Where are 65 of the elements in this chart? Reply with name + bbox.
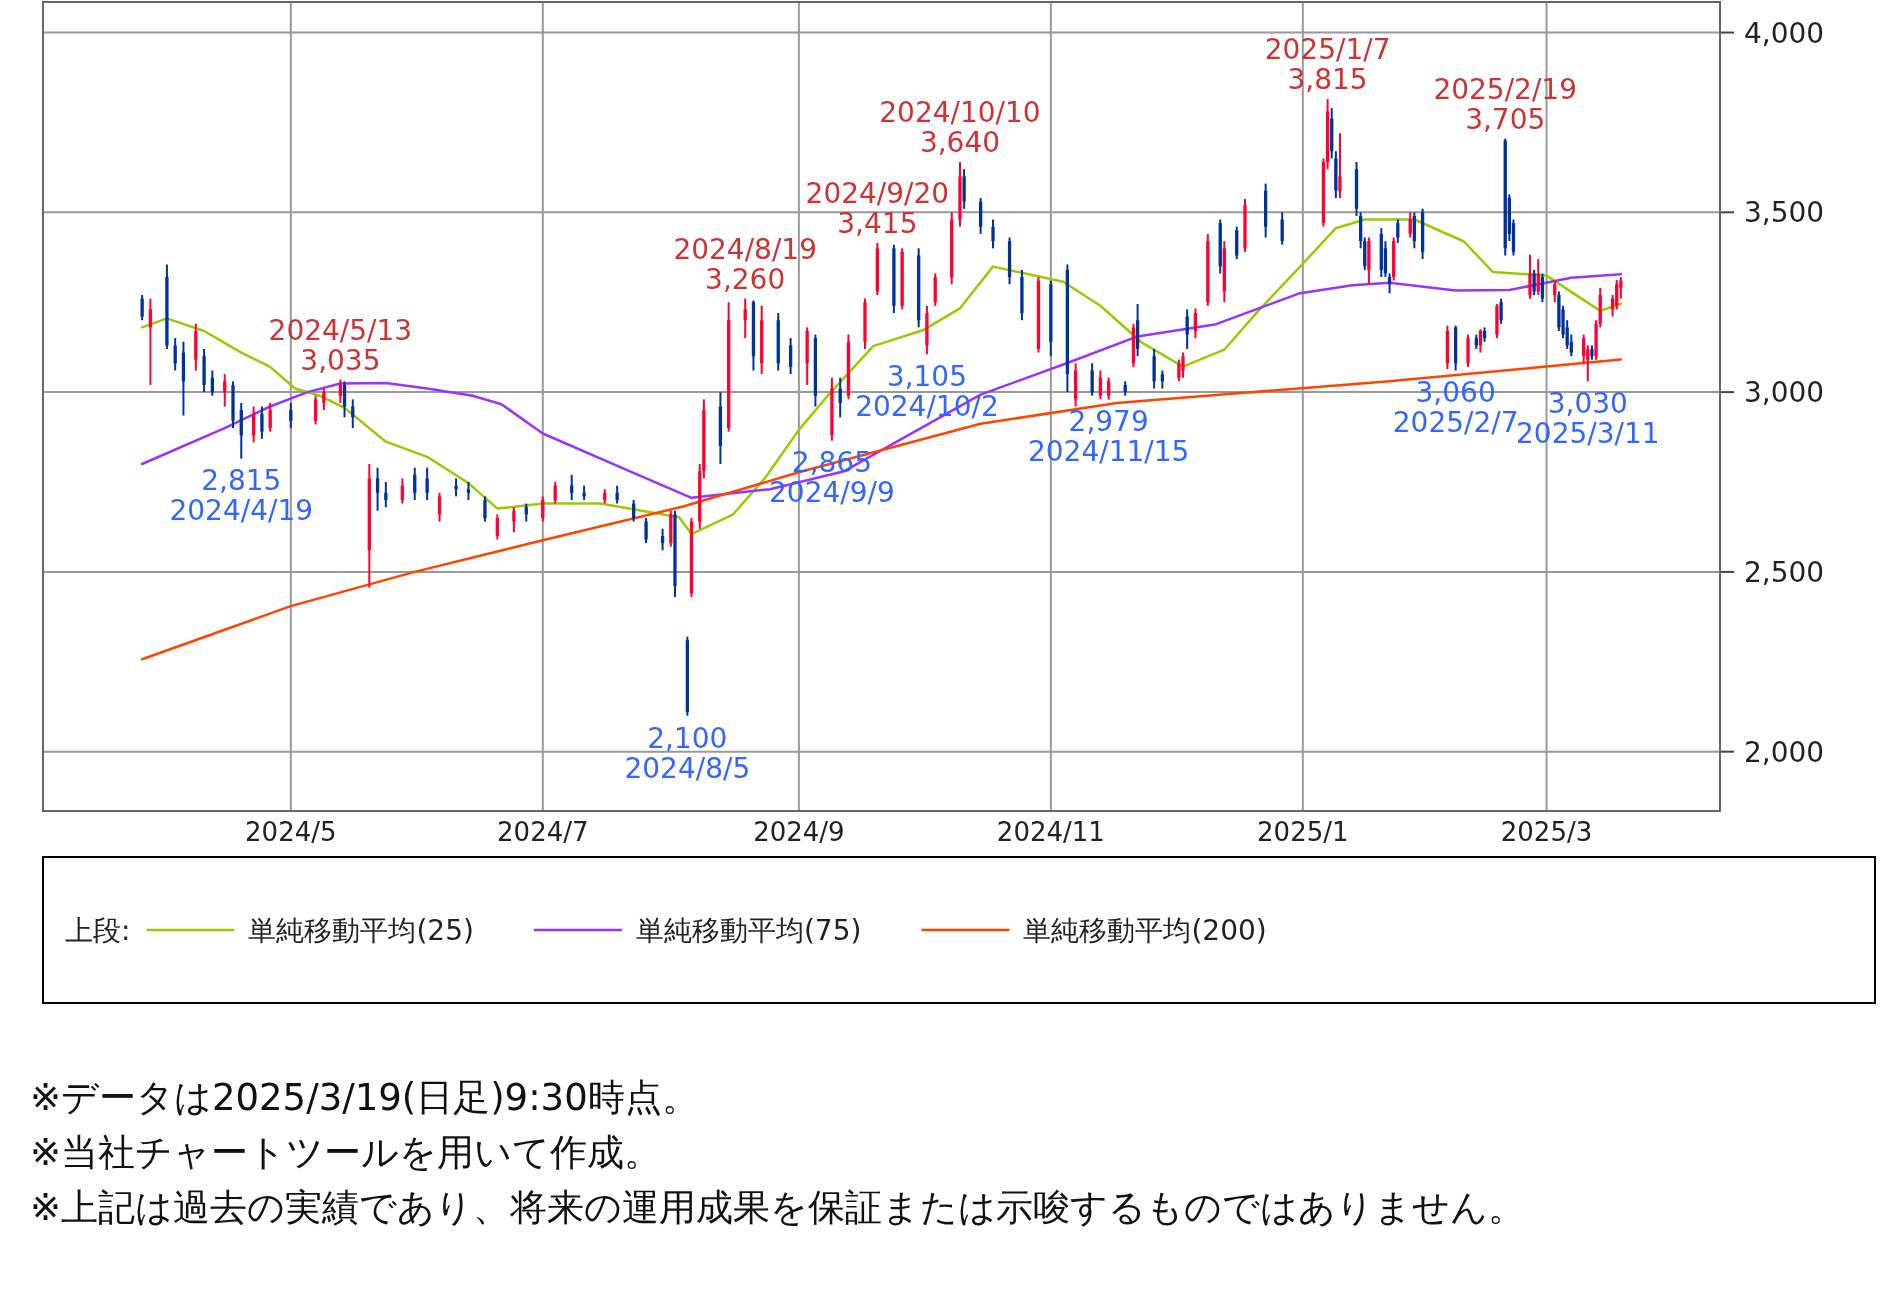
candlestick bbox=[322, 387, 326, 412]
candlestick bbox=[223, 373, 227, 408]
y-tick-label: 2,500 bbox=[1744, 555, 1825, 589]
candlestick bbox=[1193, 307, 1198, 340]
y-tick-label: 3,000 bbox=[1744, 376, 1825, 410]
y-tick-label: 4,000 bbox=[1744, 16, 1825, 50]
annotation: 2024/5/13 3,035 bbox=[268, 313, 413, 377]
candlestick bbox=[1396, 218, 1400, 244]
y-tick-label: 2,000 bbox=[1744, 735, 1825, 769]
candlestick bbox=[413, 466, 417, 501]
candlestick bbox=[173, 337, 177, 372]
candlestick bbox=[495, 513, 500, 541]
annotation: 2025/1/7 3,815 bbox=[1264, 33, 1391, 97]
candlestick bbox=[1536, 258, 1540, 297]
candlestick bbox=[289, 401, 293, 430]
annotation: 3,060 2025/2/7 bbox=[1392, 376, 1519, 440]
candlestick bbox=[483, 495, 487, 523]
x-tick-label: 2024/7 bbox=[497, 817, 589, 847]
candlestick bbox=[375, 466, 380, 512]
candlestick bbox=[342, 380, 347, 419]
legend-label: 単純移動平均(200) bbox=[1023, 914, 1267, 947]
candlestick bbox=[991, 218, 995, 250]
candlestick bbox=[1528, 253, 1532, 300]
candlestick bbox=[1185, 308, 1189, 350]
candlestick bbox=[644, 516, 648, 545]
y-tick-label: 3,500 bbox=[1744, 196, 1825, 230]
text: ※当社チャートツールを用いて作成。 bbox=[30, 1131, 662, 1174]
candlestick bbox=[268, 401, 272, 433]
candlestick bbox=[788, 337, 793, 376]
annotation: 3,030 2025/3/11 bbox=[1516, 387, 1660, 451]
text: ※上記は過去の実績であり、将来の運用成果を保証または示唆するものではありません。 bbox=[30, 1186, 1526, 1229]
legend-title: 上段: bbox=[65, 914, 131, 947]
candlestick bbox=[437, 491, 442, 523]
candlestick bbox=[1098, 369, 1103, 401]
x-tick-label: 2024/11 bbox=[996, 817, 1105, 847]
candlestick bbox=[512, 506, 516, 534]
candlestick bbox=[425, 466, 429, 501]
candlestick bbox=[338, 378, 343, 404]
annotation: 2025/2/19 3,705 bbox=[1433, 72, 1577, 136]
candlestick bbox=[1181, 351, 1185, 379]
candlestick bbox=[313, 394, 318, 426]
annotation: 2024/10/10 3,640 bbox=[879, 96, 1041, 159]
candlestick bbox=[148, 297, 153, 386]
annotation: 2024/8/19 3,260 bbox=[673, 232, 817, 296]
annotation: 2,815 2024/4/19 bbox=[169, 464, 314, 528]
x-tick-label: 2025/1 bbox=[1257, 817, 1349, 847]
x-tick-label: 2025/3 bbox=[1500, 817, 1593, 847]
candlestick bbox=[1540, 272, 1545, 304]
x-tick-label: 2024/9 bbox=[753, 817, 845, 847]
candlestick bbox=[743, 297, 747, 340]
x-tick-label: 2024/5 bbox=[245, 817, 337, 847]
candlestick bbox=[140, 294, 144, 322]
candlestick bbox=[1532, 268, 1536, 297]
candlestick bbox=[1338, 132, 1342, 199]
candlestick bbox=[1499, 297, 1503, 325]
annotation: 2,979 2024/11/15 bbox=[1027, 405, 1190, 469]
candlestick bbox=[260, 405, 264, 440]
legend-label: 単純移動平均(25) bbox=[248, 914, 474, 947]
candlestick bbox=[1582, 333, 1586, 365]
candlestick bbox=[1553, 279, 1557, 304]
annotation: 2,100 2024/8/5 bbox=[624, 721, 751, 785]
candlestick bbox=[1107, 376, 1111, 401]
legend-label: 単純移動平均(75) bbox=[635, 914, 862, 947]
candlestick bbox=[541, 495, 545, 523]
text: ※データは2025/3/19(日足)9:30時点。 bbox=[30, 1076, 699, 1119]
